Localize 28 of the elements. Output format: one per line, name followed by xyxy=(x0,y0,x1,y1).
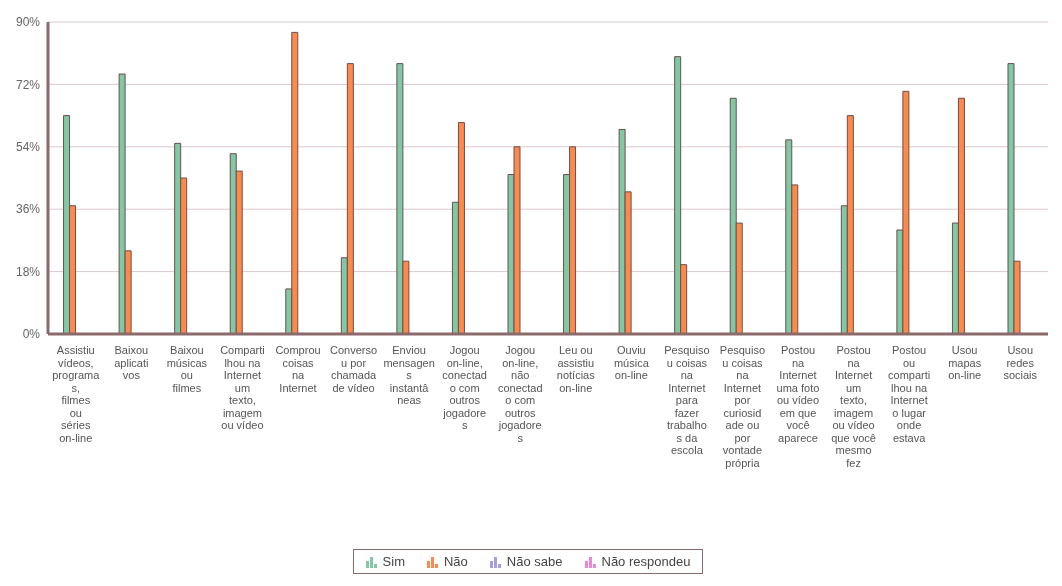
x-tick-label: Usou mapas on-line xyxy=(948,344,982,381)
y-tick-label: 18% xyxy=(15,264,41,279)
y-tick-label: 36% xyxy=(15,202,41,217)
category-label: Pesquisou coisas na Internet para fazer trabalhos da escola xyxy=(664,344,710,456)
x-tick-label: Jogou on-line, conectado com outros jogadores xyxy=(442,344,487,431)
x-tick-label: Comprou coisas na Internet xyxy=(275,344,321,394)
x-tick-label: Postou na Internet uma foto ou vídeo em que você aparece xyxy=(776,344,820,444)
legend-label: Não sabe xyxy=(505,554,563,569)
x-tick-label: Leu ou assistiu notícias on-line xyxy=(556,344,596,394)
category-label: Pesquisou coisas na Internet por curiosidade ou por vontade própria xyxy=(719,344,766,469)
x-tick-label: Ouviu música on-line xyxy=(613,344,650,381)
legend-label: Sim xyxy=(381,554,405,569)
x-tick-label: Baixou músicas ou filmes xyxy=(166,344,208,394)
y-tick-label: 54% xyxy=(15,140,41,155)
legend-label: Não xyxy=(443,554,468,569)
x-tick-label: Assistiu vídeos, programas, filmes ou séries on-line xyxy=(52,344,101,444)
x-tick-label: Baixou aplicativos xyxy=(114,344,149,381)
y-tick-label: 90% xyxy=(15,15,41,30)
x-tick-label: Compartilhou na Internet um texto, imagem ou vídeo xyxy=(220,344,265,431)
x-tick-label: Jogou on-line, não conectado com outros jogadores xyxy=(497,344,543,444)
category-label: Postou na Internet um texto, imagem ou vídeo que você mesmo fez xyxy=(831,344,876,469)
y-tick-label: 72% xyxy=(15,77,41,92)
y-tick-label: 0% xyxy=(22,327,41,342)
legend-label: Não respondeu xyxy=(600,554,691,569)
x-tick-label: Postou ou compartilhou na Internet o lugar onde estava xyxy=(888,344,931,444)
x-tick-label: Conversou por chamada de vídeo xyxy=(330,344,378,394)
x-tick-label: Usou redes sociais xyxy=(1003,344,1038,381)
x-tick-label: Enviou mensagens instantâneas xyxy=(383,344,435,406)
